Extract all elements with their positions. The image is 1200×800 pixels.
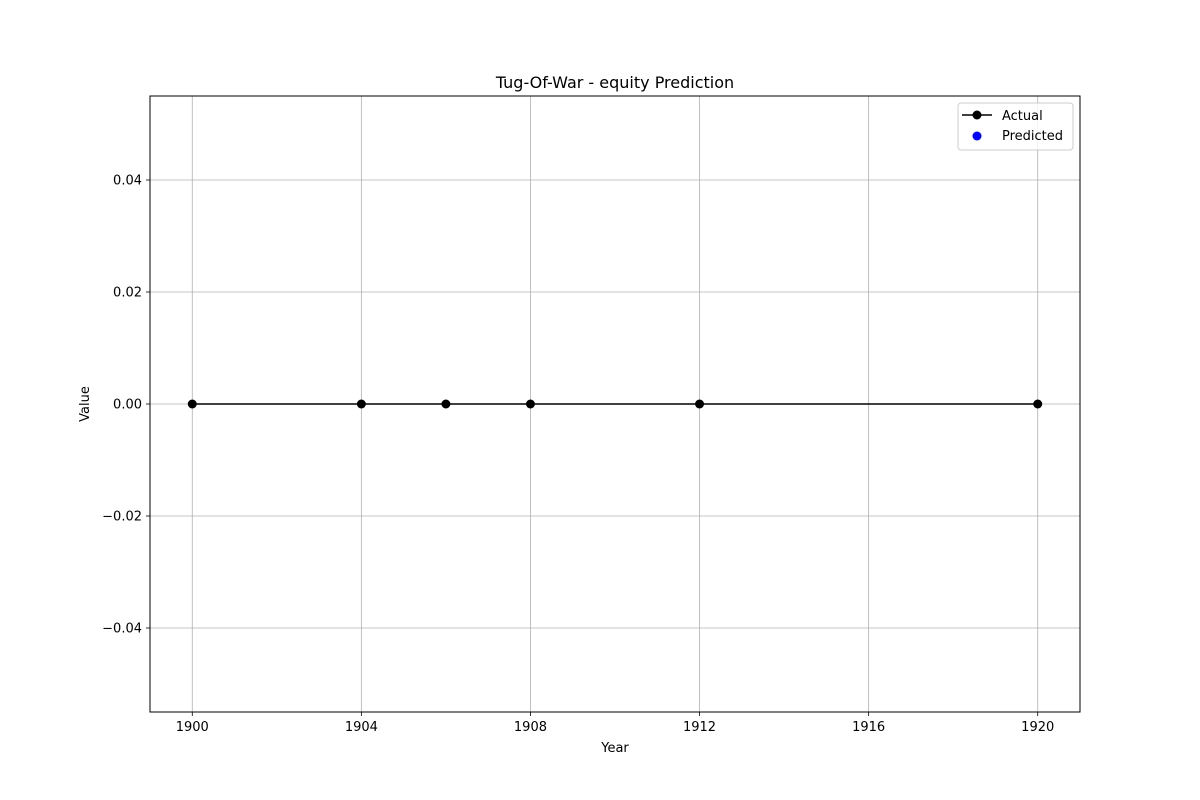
legend: Actual Predicted bbox=[957, 102, 1074, 151]
y-axis-ticks: −0.04 −0.02 0.00 0.02 0.04 bbox=[102, 174, 150, 637]
x-tick-label: 1908 bbox=[514, 720, 547, 735]
x-tick-label: 1916 bbox=[852, 720, 885, 735]
data-point-actual bbox=[441, 399, 451, 409]
x-tick-label: 1900 bbox=[176, 720, 209, 735]
x-axis-ticks: 1900 1904 1908 1912 1916 1920 bbox=[176, 712, 1054, 735]
legend-actual-label: Actual bbox=[1002, 109, 1043, 124]
y-tick-label: 0.00 bbox=[113, 398, 142, 413]
data-point-actual bbox=[187, 399, 197, 409]
y-axis-label: Value bbox=[78, 386, 93, 422]
chart-title: Tug-Of-War - equity Prediction bbox=[495, 73, 734, 92]
x-axis-label: Year bbox=[600, 741, 629, 756]
legend-predicted-marker bbox=[972, 131, 982, 141]
data-point-actual bbox=[695, 399, 705, 409]
data-point-actual bbox=[356, 399, 366, 409]
data-point-actual bbox=[1033, 399, 1043, 409]
data-point-actual bbox=[525, 399, 535, 409]
y-tick-label: −0.02 bbox=[102, 510, 142, 525]
y-tick-label: −0.04 bbox=[102, 622, 142, 637]
legend-predicted-label: Predicted bbox=[1002, 129, 1063, 144]
legend-actual-marker bbox=[972, 110, 982, 120]
x-tick-label: 1912 bbox=[683, 720, 716, 735]
y-tick-label: 0.04 bbox=[113, 174, 142, 189]
x-tick-label: 1920 bbox=[1021, 720, 1054, 735]
y-tick-label: 0.02 bbox=[113, 286, 142, 301]
plot-series bbox=[187, 399, 1043, 409]
x-tick-label: 1904 bbox=[345, 720, 378, 735]
